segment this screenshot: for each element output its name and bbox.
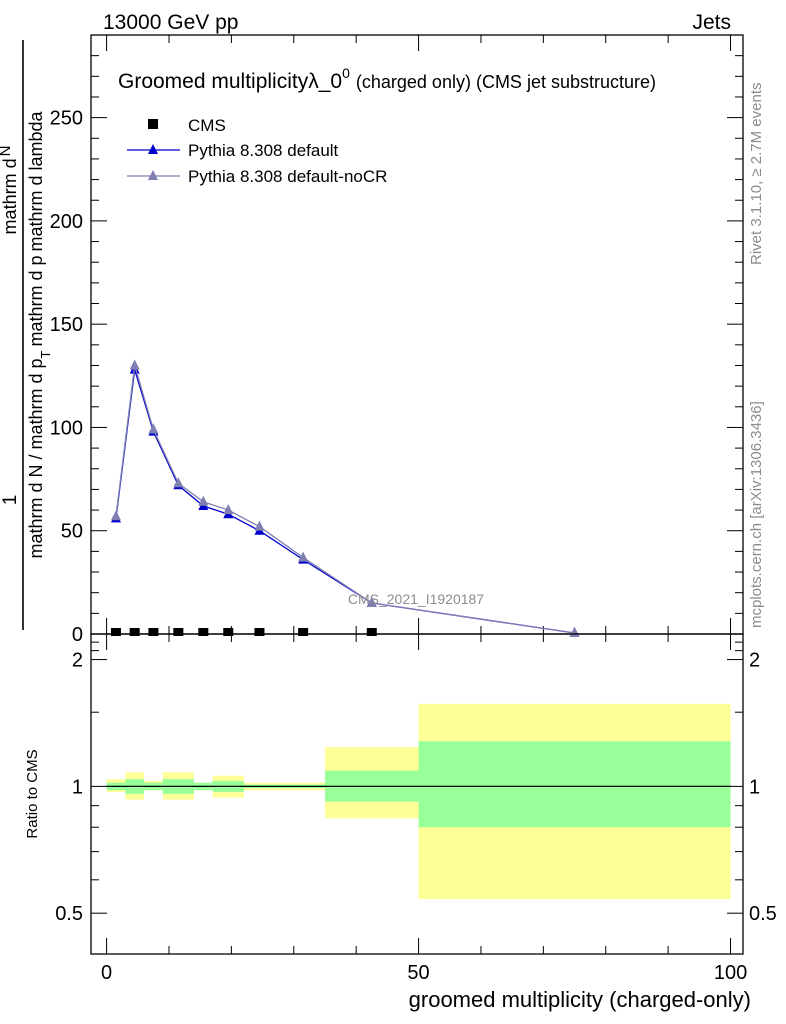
cms-data-point [173,628,184,636]
main-y-tick-label: 150 [50,314,83,336]
rivet-version-label: Rivet 3.1.10, ≥ 2.7M events [748,83,765,266]
ylabel-top-d: mathrm d [0,158,20,234]
ylabel-numerator-expression: mathrm dN [0,146,20,235]
pythia-nocr-point [254,520,265,531]
main-y-tick-label: 250 [50,108,83,130]
ylabel-denominator: mathrm d N / mathrm d pTmathrm d p mathrm… [26,110,53,558]
pythia-nocr-point [198,495,209,506]
ylabel-denominator-pt: mathrm d p [26,256,46,347]
legend-marker-nocr [148,170,158,180]
header-energy-label: 13000 GeV pp [103,11,238,34]
x-axis-label: groomed multiplicity (charged-only) [409,987,751,1012]
ylabel-numerator-one: 1 [0,495,21,506]
legend: CMS Pythia 8.308 default Pythia 8.308 de… [127,116,387,186]
ratio-y-tick-label: 0.5 [55,903,83,925]
ratio-y-tick-label-right: 1 [749,776,760,798]
ratio-inner-band [418,741,731,828]
main-axis-ticks: 0 50 100 150 200 250 [50,35,743,646]
ratio-plot-frame [90,633,744,955]
cms-data-point [223,628,234,636]
x-tick-label: 50 [407,962,429,984]
ylabel-top-n: N [0,146,14,157]
main-y-tick-label: 50 [61,521,83,543]
main-ylabel: 1 mathrm dN mathrm d N / mathrm d pTmath… [0,40,53,630]
ylabel-denominator-main: mathrm d N / mathrm d p [26,358,46,558]
main-series-layer [110,359,580,637]
header-jets-label: Jets [692,11,731,34]
cms-data-point [298,628,309,636]
x-tick-label: 100 [714,962,747,984]
ratio-y-tick-label-right: 0.5 [749,903,777,925]
pythia-nocr-point [173,477,184,488]
pythia-nocr-point [298,551,309,562]
ratio-y-tick-label: 1 [72,776,83,798]
pythia-nocr-point [110,510,121,521]
pythia-default-line [115,369,575,634]
pythia-nocr-point [366,597,377,608]
x-tick-label: 0 [101,962,112,984]
cms-data-point [366,628,377,636]
pythia-nocr-point [129,359,140,370]
ylabel-denominator-sub: T [38,350,53,358]
chart-title-main: Groomed multiplicityλ_0 [118,70,342,93]
main-y-tick-label: 100 [50,417,83,439]
analysis-id-label: CMS_2021_I1920187 [348,591,484,607]
legend-label-default: Pythia 8.308 default [188,141,339,160]
cms-data-point [254,628,265,636]
ratio-y-tick-label: 2 [72,650,83,672]
ylabel-denominator-tail: mathrm d lambda [26,110,46,251]
chart-title: Groomed multiplicityλ_00 (charged only) (… [118,65,656,93]
cms-data-point [198,628,209,636]
cms-data-point [148,628,159,636]
pythia-nocr-point [223,504,234,515]
chart-title-superscript: 0 [342,65,350,81]
mcplots-credit-label: mcplots.cern.ch [arXiv:1306.3436] [748,401,765,628]
main-y-tick-label: 0 [72,624,83,646]
ratio-axis-ticks: 0.5 0.5 1 1 2 2 0 50 100 [55,634,777,984]
ratio-y-tick-label-right: 2 [749,650,760,672]
cms-data-point [129,628,140,636]
legend-label-cms: CMS [188,116,226,135]
ratio-ylabel: Ratio to CMS [24,749,41,838]
legend-label-nocr: Pythia 8.308 default-noCR [188,167,387,186]
ratio-bands-layer [106,703,731,900]
pythia-nocr-line [115,365,575,634]
main-y-tick-label: 200 [50,211,83,233]
chart-title-tail: (charged only) (CMS jet substructure) [356,72,656,92]
legend-marker-cms [148,119,158,129]
pythia-nocr-point [148,423,159,434]
legend-marker-default [148,144,158,154]
cms-data-point [110,628,121,636]
